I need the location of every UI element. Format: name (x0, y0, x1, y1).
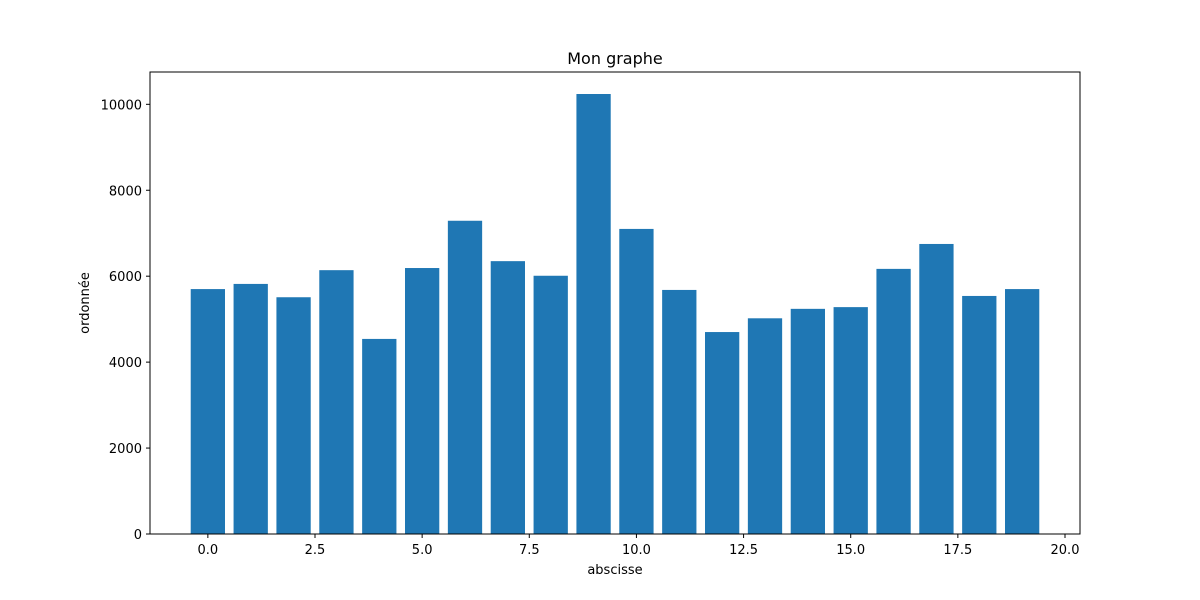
y-tick-label: 2000 (109, 442, 142, 457)
bar-19 (1005, 289, 1040, 534)
x-tick-label: 2.5 (305, 543, 326, 558)
bar-5 (405, 268, 440, 534)
chart-title: Mon graphe (567, 49, 663, 68)
x-tick-label: 10.0 (622, 543, 651, 558)
bar-9 (576, 94, 611, 534)
bar-3 (319, 270, 354, 534)
y-axis-label: ordonnée (78, 272, 93, 334)
x-tick-label: 20.0 (1051, 543, 1080, 558)
x-tick-label: 5.0 (412, 543, 433, 558)
bar-0 (190, 289, 225, 534)
y-tick-label: 10000 (101, 98, 142, 113)
x-axis-label: abscisse (587, 563, 642, 578)
bar-11 (662, 289, 697, 534)
bar-17 (919, 243, 954, 534)
bar-7 (490, 261, 525, 534)
bars-group (190, 94, 1040, 534)
x-tick-label: 12.5 (729, 543, 758, 558)
axes-frame (149, 71, 1081, 535)
y-tick-label: 4000 (109, 356, 142, 371)
bar-13 (747, 318, 783, 534)
bar-15 (833, 307, 868, 534)
x-axis-ticks: 0.0 2.5 5.0 7.5 10.0 12.5 15.0 17.5 20.0 (198, 534, 1080, 558)
bar-18 (962, 295, 997, 534)
y-tick-label: 6000 (109, 270, 142, 285)
bar-12 (705, 332, 740, 534)
x-tick-label: 17.5 (943, 543, 972, 558)
bar-6 (447, 220, 483, 534)
y-axis-ticks: 0 2000 4000 6000 8000 10000 (101, 98, 150, 543)
bar-14 (790, 308, 825, 534)
bar-8 (533, 275, 568, 534)
y-tick-label: 8000 (109, 184, 142, 199)
bar-16 (876, 268, 911, 534)
y-tick-label: 0 (134, 528, 142, 543)
bar-2 (276, 297, 311, 534)
x-tick-label: 0.0 (198, 543, 219, 558)
bar-4 (362, 338, 397, 534)
x-tick-label: 7.5 (519, 543, 540, 558)
bar-1 (233, 283, 268, 534)
x-tick-label: 15.0 (836, 543, 865, 558)
bar-10 (619, 228, 654, 534)
